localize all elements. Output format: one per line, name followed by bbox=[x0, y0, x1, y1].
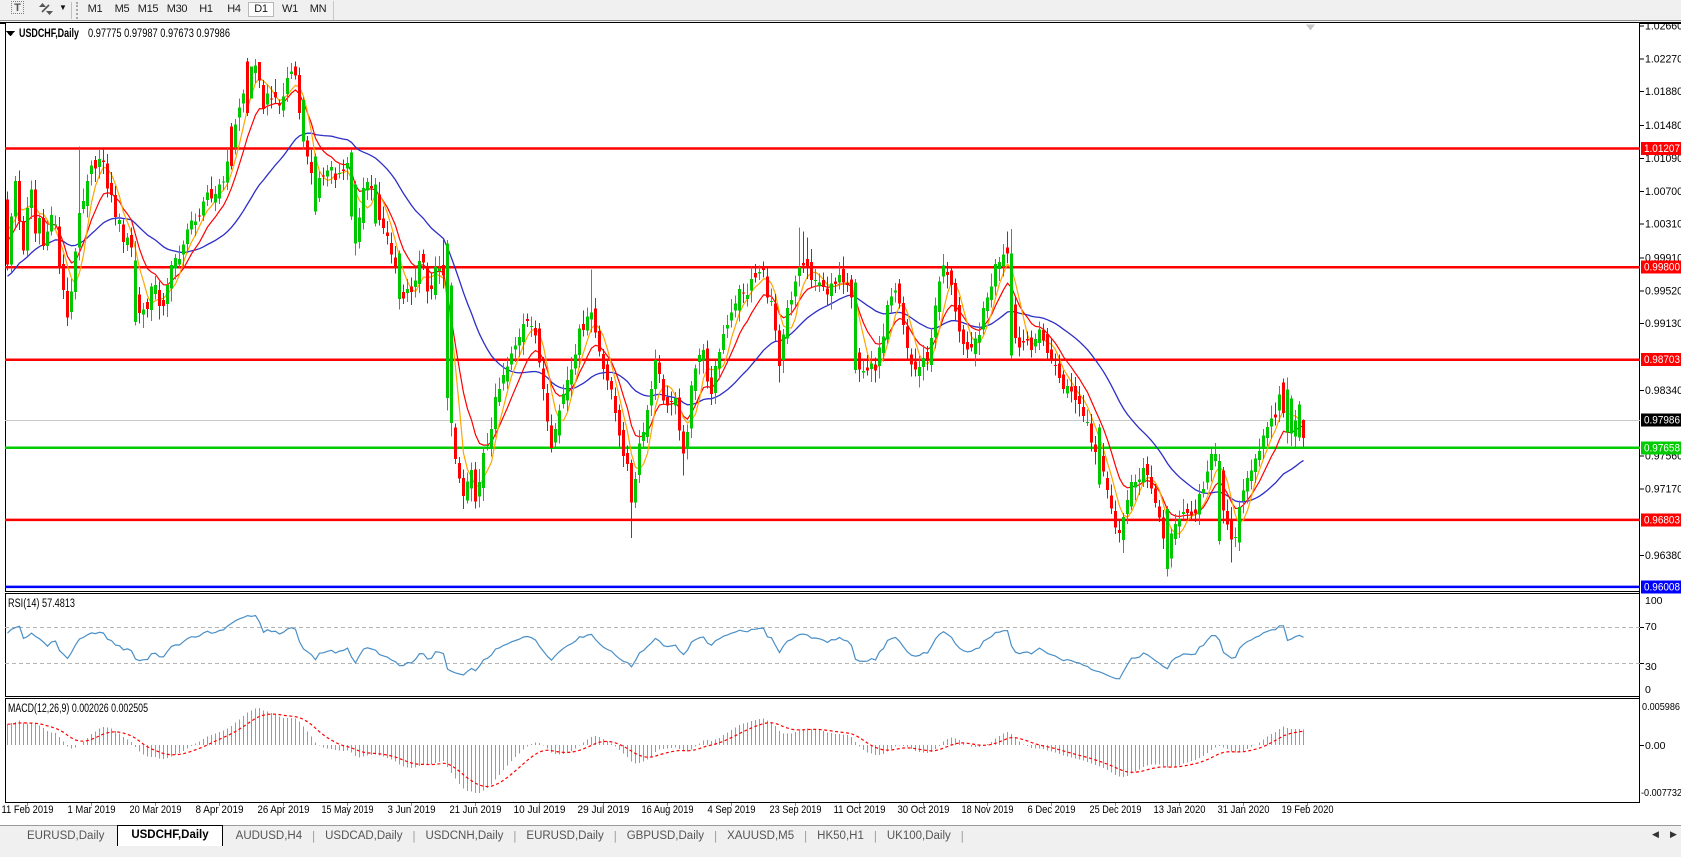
svg-text:0.97986: 0.97986 bbox=[1644, 415, 1680, 427]
svg-text:MACD(12,26,9) 0.002026 0.00250: MACD(12,26,9) 0.002026 0.002505 bbox=[8, 703, 148, 715]
svg-text:25 Dec 2019: 25 Dec 2019 bbox=[1090, 804, 1142, 816]
svg-text:1.01480: 1.01480 bbox=[1645, 120, 1681, 132]
svg-text:30 Oct 2019: 30 Oct 2019 bbox=[898, 804, 950, 816]
svg-text:3 Jun 2019: 3 Jun 2019 bbox=[388, 804, 436, 816]
svg-text:1.02660: 1.02660 bbox=[1645, 21, 1681, 33]
svg-text:11 Oct 2019: 11 Oct 2019 bbox=[834, 804, 886, 816]
svg-text:1.02270: 1.02270 bbox=[1645, 53, 1681, 65]
svg-text:6 Dec 2019: 6 Dec 2019 bbox=[1028, 804, 1076, 816]
svg-text:11 Feb 2019: 11 Feb 2019 bbox=[2, 804, 54, 816]
svg-text:0.96803: 0.96803 bbox=[1644, 514, 1680, 526]
svg-text:8 Apr 2019: 8 Apr 2019 bbox=[196, 804, 244, 816]
svg-text:70: 70 bbox=[1645, 621, 1657, 633]
svg-text:1.01880: 1.01880 bbox=[1645, 86, 1681, 98]
svg-text:10 Jul 2019: 10 Jul 2019 bbox=[514, 804, 566, 816]
svg-text:1.01090: 1.01090 bbox=[1645, 153, 1681, 165]
svg-text:0.96380: 0.96380 bbox=[1645, 550, 1681, 562]
svg-text:26 Apr 2019: 26 Apr 2019 bbox=[258, 804, 310, 816]
svg-text:100: 100 bbox=[1645, 595, 1663, 607]
svg-text:RSI(14) 57.4813: RSI(14) 57.4813 bbox=[8, 598, 75, 610]
svg-text:0.99800: 0.99800 bbox=[1644, 262, 1680, 274]
svg-text:0.00: 0.00 bbox=[1645, 740, 1666, 752]
svg-text:4 Sep 2019: 4 Sep 2019 bbox=[708, 804, 756, 816]
svg-text:0.99520: 0.99520 bbox=[1645, 285, 1681, 297]
svg-text:0.99130: 0.99130 bbox=[1645, 318, 1681, 330]
svg-text:18 Nov 2019: 18 Nov 2019 bbox=[962, 804, 1014, 816]
svg-text:13 Jan 2020: 13 Jan 2020 bbox=[1154, 804, 1206, 816]
svg-text:19 Feb 2020: 19 Feb 2020 bbox=[1282, 804, 1334, 816]
svg-text:1.01207: 1.01207 bbox=[1644, 143, 1680, 155]
svg-text:0.98703: 0.98703 bbox=[1644, 354, 1680, 366]
svg-text:20 Mar 2019: 20 Mar 2019 bbox=[130, 804, 182, 816]
svg-text:29 Jul 2019: 29 Jul 2019 bbox=[578, 804, 630, 816]
svg-text:0: 0 bbox=[1645, 684, 1651, 696]
svg-text:1.00700: 1.00700 bbox=[1645, 186, 1681, 198]
svg-text:0.97775 0.97987 0.97673 0.9798: 0.97775 0.97987 0.97673 0.97986 bbox=[88, 26, 230, 40]
svg-text:31 Jan 2020: 31 Jan 2020 bbox=[1218, 804, 1270, 816]
svg-text:1 Mar 2019: 1 Mar 2019 bbox=[68, 804, 116, 816]
svg-text:0.97170: 0.97170 bbox=[1645, 483, 1681, 495]
svg-text:0.005986: 0.005986 bbox=[1642, 701, 1680, 713]
svg-text:15 May 2019: 15 May 2019 bbox=[322, 804, 374, 816]
svg-text:0.96008: 0.96008 bbox=[1644, 581, 1680, 593]
svg-text:1.00310: 1.00310 bbox=[1645, 219, 1681, 231]
svg-text:-0.007732: -0.007732 bbox=[1641, 787, 1681, 799]
svg-text:0.97658: 0.97658 bbox=[1644, 442, 1680, 454]
svg-text:USDCHF,Daily: USDCHF,Daily bbox=[19, 26, 79, 40]
svg-text:30: 30 bbox=[1645, 661, 1657, 673]
svg-text:21 Jun 2019: 21 Jun 2019 bbox=[450, 804, 502, 816]
svg-text:0.98340: 0.98340 bbox=[1645, 385, 1681, 397]
svg-text:16 Aug 2019: 16 Aug 2019 bbox=[642, 804, 694, 816]
svg-text:23 Sep 2019: 23 Sep 2019 bbox=[770, 804, 822, 816]
